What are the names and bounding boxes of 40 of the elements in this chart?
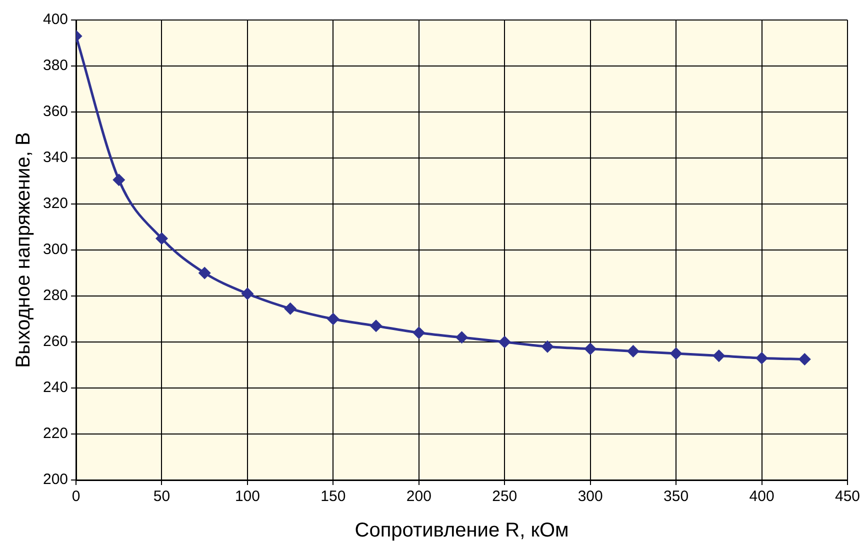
point xyxy=(627,345,639,357)
x-tick-label: 100 xyxy=(234,488,260,506)
y-tick-label: 360 xyxy=(42,103,68,120)
point xyxy=(284,302,296,314)
y-axis-title: Выходное напряжение, В xyxy=(12,132,35,368)
x-tick-label: 350 xyxy=(664,488,689,506)
y-tick-label: 200 xyxy=(42,471,68,488)
point xyxy=(584,343,596,355)
point xyxy=(798,354,810,365)
point xyxy=(456,332,468,344)
y-tick-label: 240 xyxy=(42,379,68,396)
x-tick-label: 50 xyxy=(153,488,170,506)
point xyxy=(498,336,510,348)
point xyxy=(198,267,210,279)
y-tick-label: 320 xyxy=(42,195,68,212)
point xyxy=(542,340,554,352)
y-tick-label: 260 xyxy=(42,333,68,350)
point xyxy=(242,288,254,300)
y-tick-label: 400 xyxy=(42,11,68,28)
x-axis-title: Сопротивление R, кОм xyxy=(354,520,569,542)
point xyxy=(713,350,725,362)
y-tick-label: 220 xyxy=(42,425,68,442)
x-tick-label: 400 xyxy=(749,488,774,506)
x-tick-label: 300 xyxy=(578,488,603,506)
y-tick-label: 380 xyxy=(42,57,68,74)
y-tick-label: 300 xyxy=(42,241,68,258)
point xyxy=(670,348,682,360)
point xyxy=(370,320,382,332)
x-tick-label: 200 xyxy=(406,488,432,506)
point xyxy=(327,313,339,325)
x-tick-label: 0 xyxy=(72,488,80,506)
y-tick-label: 340 xyxy=(42,149,68,166)
x-tick-label: 250 xyxy=(492,488,518,506)
x-tick-label: 150 xyxy=(320,488,346,506)
point xyxy=(113,174,125,186)
point xyxy=(756,352,768,364)
point xyxy=(413,327,425,339)
y-tick-label: 280 xyxy=(42,287,68,304)
x-tick-label: 450 xyxy=(834,488,860,506)
point xyxy=(156,232,168,244)
